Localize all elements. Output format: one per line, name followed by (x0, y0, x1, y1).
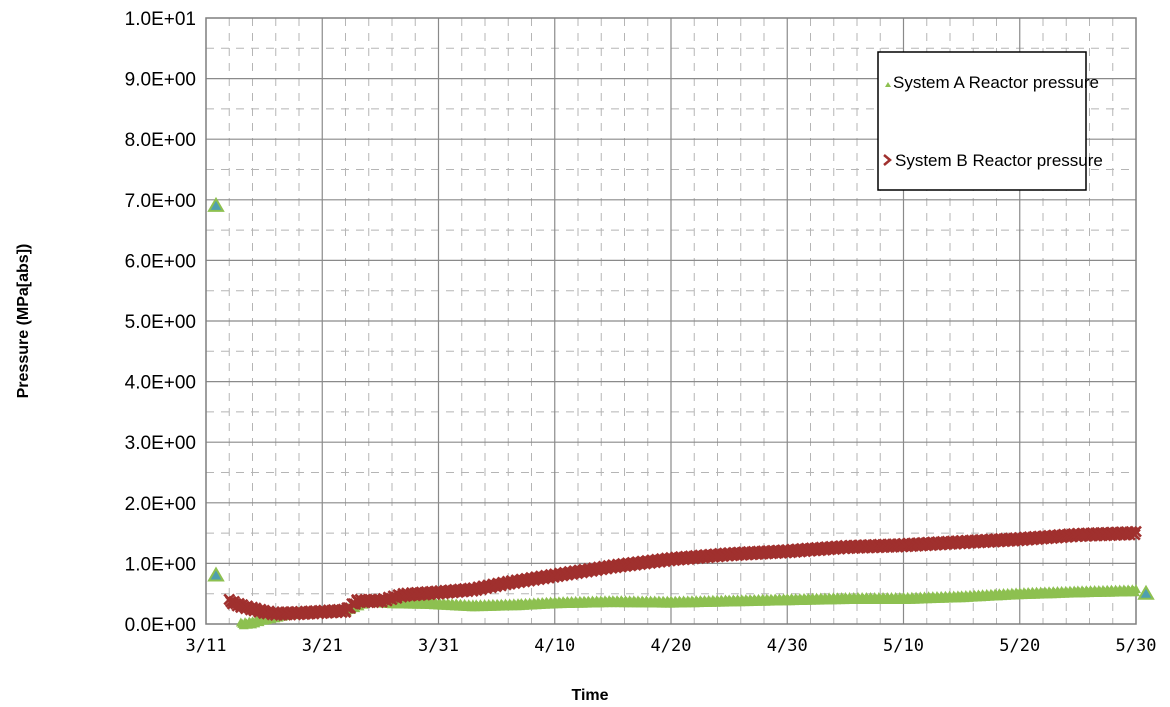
y-tick-label: 8.0E+00 (125, 130, 196, 151)
y-axis-title: Pressure (MPa[abs]) (15, 244, 32, 399)
x-tick-label: 4/30 (767, 636, 808, 656)
x-tick-label: 3/31 (418, 636, 459, 656)
x-tick-label: 3/21 (302, 636, 343, 656)
data-point-system-a-outlier (207, 196, 225, 212)
legend-marker-system-b (883, 154, 892, 166)
y-tick-label: 5.0E+00 (125, 312, 196, 333)
y-tick-label: 1.0E+00 (125, 554, 196, 575)
legend-label-system-a: System A Reactor pressure (893, 73, 1099, 92)
plot-frame (205, 17, 1137, 625)
legend-marker-system-a (885, 82, 891, 87)
data-point-system-a-outlier (207, 566, 225, 582)
x-tick-label: 5/30 (1116, 636, 1157, 656)
y-tick-label: 2.0E+00 (125, 494, 196, 515)
series-system-b (223, 525, 1142, 622)
y-tick-label: 1.0E+01 (125, 9, 196, 30)
legend: System A Reactor pressure System B React… (877, 51, 1103, 191)
y-tick-label: 4.0E+00 (125, 373, 196, 394)
data-point-system-a (1131, 584, 1141, 594)
x-tick-label: 4/10 (534, 636, 575, 656)
x-tick-labels: 3/11 3/21 3/31 4/10 4/20 4/30 5/10 5/20 5/30 (186, 636, 1157, 656)
x-axis-title: Time (571, 687, 608, 704)
y-tick-label: 7.0E+00 (125, 191, 196, 212)
y-tick-label: 3.0E+00 (125, 433, 196, 454)
x-tick-label: 5/20 (999, 636, 1040, 656)
y-tick-label: 0.0E+00 (125, 615, 196, 636)
legend-box (877, 51, 1087, 191)
data-point-system-b (1130, 525, 1142, 538)
x-tick-label: 5/10 (883, 636, 924, 656)
data-point-system-a-outlier (1137, 584, 1155, 600)
y-tick-label: 6.0E+00 (125, 251, 196, 272)
series-system-a (207, 196, 1155, 630)
y-tick-label: 9.0E+00 (125, 70, 196, 91)
grid-layer (206, 18, 1136, 624)
data-point-system-b (1128, 528, 1141, 541)
y-tick-labels: 0.0E+00 1.0E+00 2.0E+00 3.0E+00 4.0E+00 5.0E+… (125, 9, 196, 636)
x-tick-label: 4/20 (651, 636, 692, 656)
legend-label-system-b: System B Reactor pressure (895, 151, 1103, 170)
x-tick-label: 3/11 (186, 636, 227, 656)
